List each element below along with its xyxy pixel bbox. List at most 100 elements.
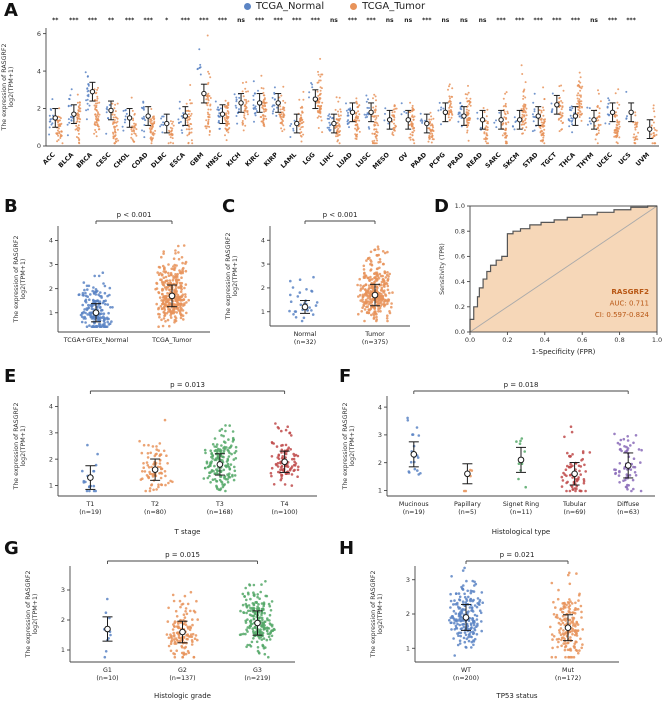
svg-text:4: 4: [37, 67, 41, 75]
svg-text:The expression of RASGRF2: The expression of RASGRF2: [25, 570, 32, 658]
panel-c: C 1 2 3 4 The expression of RASGRF2 log2(TPM+…: [218, 196, 430, 366]
svg-text:ns: ns: [237, 17, 245, 24]
svg-text:(n=5): (n=5): [458, 509, 476, 516]
svg-text:1: 1: [378, 487, 382, 495]
svg-text:Tubular: Tubular: [562, 501, 586, 508]
svg-text:***: ***: [292, 17, 302, 24]
svg-text:TCGA_Tumor: TCGA_Tumor: [151, 337, 192, 344]
svg-text:2: 2: [61, 616, 65, 624]
svg-text:4: 4: [49, 403, 53, 411]
svg-text:log2(TPM+1): log2(TPM+1): [8, 67, 15, 108]
svg-text:***: ***: [143, 17, 153, 24]
svg-text:log2(TPM+1): log2(TPM+1): [232, 256, 239, 297]
svg-text:2: 2: [49, 455, 53, 463]
svg-text:0.2: 0.2: [502, 336, 512, 344]
svg-text:THCA: THCA: [558, 151, 577, 170]
svg-text:G1: G1: [103, 667, 112, 674]
panel-e: E 1 2 3 4 The expression of RASGRF2 log2(TPM+…: [0, 366, 335, 538]
svg-text:*: *: [165, 17, 169, 24]
svg-text:The expression of RASGRF2: The expression of RASGRF2: [13, 402, 20, 490]
svg-text:T3: T3: [215, 501, 224, 508]
legend-item-tcga-tumor: TCGA_Tumor: [350, 1, 425, 12]
svg-text:log2(TPM+1): log2(TPM+1): [377, 594, 384, 635]
svg-text:UCS: UCS: [617, 151, 632, 166]
svg-text:0.8: 0.8: [614, 336, 624, 344]
svg-text:STAD: STAD: [522, 151, 540, 169]
svg-text:1.0: 1.0: [455, 202, 465, 210]
svg-text:0.8: 0.8: [455, 227, 465, 235]
svg-text:p < 0.001: p < 0.001: [117, 211, 152, 219]
panel-b-letter: B: [4, 196, 18, 217]
svg-text:Papillary: Papillary: [454, 501, 481, 508]
svg-text:(n=100): (n=100): [272, 509, 298, 516]
svg-text:***: ***: [515, 17, 525, 24]
svg-text:6: 6: [37, 30, 41, 38]
svg-text:COAD: COAD: [131, 151, 150, 170]
svg-text:(n=200): (n=200): [453, 675, 479, 682]
svg-text:(n=69): (n=69): [563, 509, 585, 516]
svg-text:3: 3: [49, 429, 53, 437]
svg-text:LUSC: LUSC: [355, 151, 373, 169]
svg-text:1: 1: [49, 309, 53, 317]
svg-text:MESO: MESO: [372, 151, 392, 171]
svg-text:T1: T1: [85, 501, 94, 508]
svg-text:4: 4: [378, 403, 382, 411]
svg-text:***: ***: [199, 17, 209, 24]
svg-text:2: 2: [37, 105, 41, 113]
svg-text:The expression of RASGRF2: The expression of RASGRF2: [342, 402, 349, 490]
legend-item-tcga-normal: TCGA_Normal: [243, 1, 324, 12]
legend: TCGA_Normal TCGA_Tumor: [0, 1, 669, 12]
svg-text:p = 0.013: p = 0.013: [170, 381, 205, 389]
svg-text:0.6: 0.6: [577, 336, 587, 344]
panel-f-chart: 1 2 3 4 The expression of RASGRF2 log2(TPM+1)…: [342, 381, 655, 536]
panel-g-chart: 1 2 3 The expression of RASGRF2 log2(TPM+1) G…: [25, 551, 295, 700]
svg-text:1.0: 1.0: [652, 336, 662, 344]
panel-e-letter: E: [4, 366, 17, 387]
svg-text:***: ***: [366, 17, 376, 24]
svg-text:ESCA: ESCA: [169, 151, 187, 169]
svg-text:**: **: [52, 17, 59, 24]
svg-text:log2(TPM+1): log2(TPM+1): [20, 426, 27, 467]
svg-text:PAAD: PAAD: [410, 151, 428, 169]
svg-text:(n=63): (n=63): [617, 509, 639, 516]
svg-text:3: 3: [61, 586, 65, 594]
svg-text:The expression of RASGRF2: The expression of RASGRF2: [1, 43, 8, 131]
svg-text:ns: ns: [479, 17, 487, 24]
svg-text:2: 2: [49, 285, 53, 293]
svg-text:THYM: THYM: [576, 151, 595, 170]
panel-a-letter: A: [4, 0, 18, 21]
panel-h-chart: 1 2 3 The expression of RASGRF2 log2(TPM+1) W…: [370, 551, 619, 700]
svg-text:(n=172): (n=172): [555, 675, 581, 682]
svg-text:**: **: [108, 17, 115, 24]
svg-text:2: 2: [261, 284, 265, 292]
panel-b-chart: 1 2 3 4 The expression of RASGRF2 log2(TPM+1)…: [13, 211, 210, 344]
svg-text:ns: ns: [590, 17, 598, 24]
panel-a-chart: 0 2 4 6 The expression of RASGRF2 log2(TPM+1)…: [1, 17, 659, 171]
svg-text:LIHC: LIHC: [319, 151, 336, 168]
legend-label-tcga-tumor: TCGA_Tumor: [362, 1, 426, 12]
svg-text:p < 0.001: p < 0.001: [323, 211, 358, 219]
svg-text:Histological type: Histological type: [492, 528, 550, 536]
panel-h: H 1 2 3 The expression of RASGRF2 log2(TPM+1…: [335, 538, 669, 702]
svg-text:LGG: LGG: [302, 151, 317, 166]
svg-text:0: 0: [37, 142, 41, 150]
svg-text:(n=219): (n=219): [244, 675, 270, 682]
svg-text:***: ***: [218, 17, 228, 24]
svg-text:Sensitivity (TPR): Sensitivity (TPR): [439, 243, 446, 295]
svg-text:ns: ns: [404, 17, 412, 24]
svg-text:(n=375): (n=375): [362, 339, 388, 346]
svg-text:G2: G2: [178, 667, 187, 674]
svg-text:p = 0.018: p = 0.018: [504, 381, 539, 389]
svg-text:p = 0.021: p = 0.021: [500, 551, 535, 559]
svg-text:***: ***: [422, 17, 432, 24]
svg-text:ns: ns: [460, 17, 468, 24]
svg-text:2: 2: [378, 459, 382, 467]
svg-text:***: ***: [255, 17, 265, 24]
panel-f-letter: F: [339, 366, 352, 387]
svg-text:Mut: Mut: [562, 667, 574, 674]
svg-text:T4: T4: [280, 501, 289, 508]
svg-text:ns: ns: [386, 17, 394, 24]
svg-text:CI: 0.597-0.824: CI: 0.597-0.824: [595, 311, 650, 319]
svg-text:TCGA+GTEx_Normal: TCGA+GTEx_Normal: [63, 337, 129, 344]
